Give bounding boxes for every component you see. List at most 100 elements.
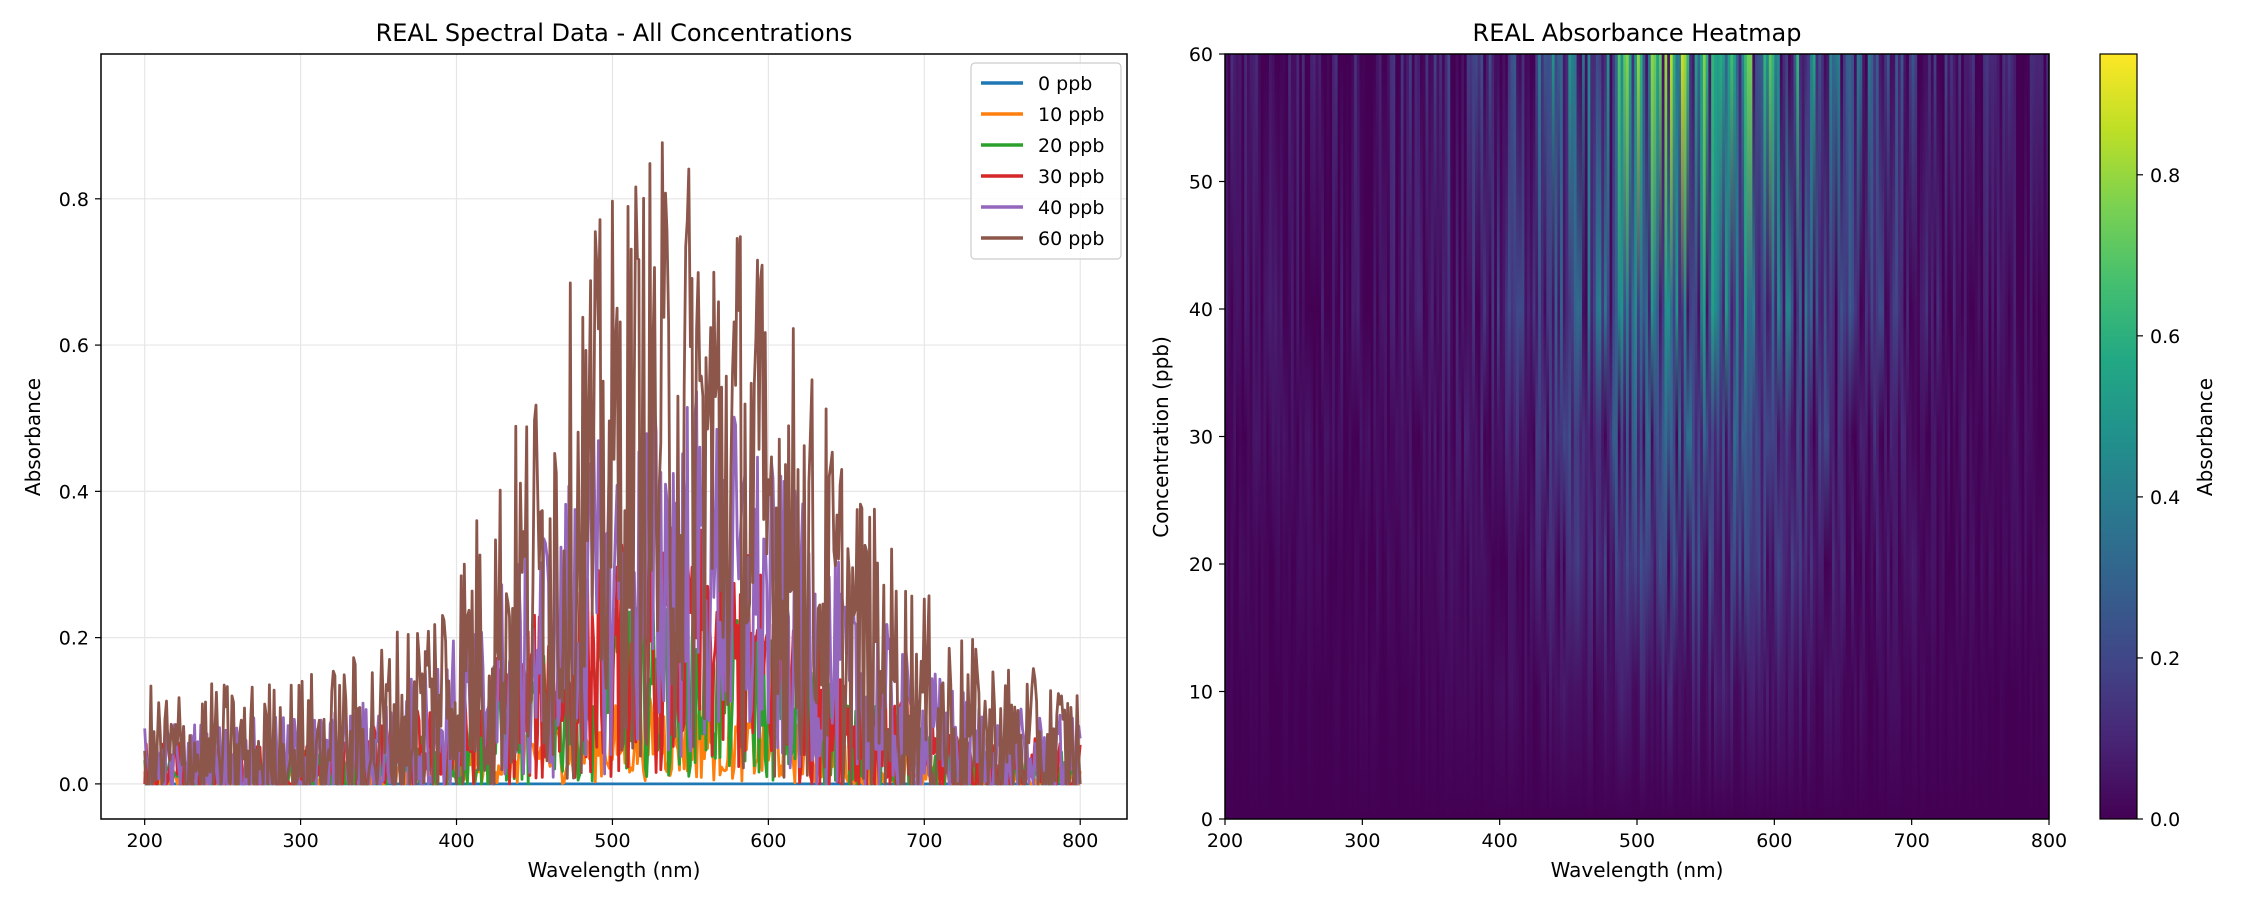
heatmap-column [1238,54,1243,819]
heatmap-column [1930,54,1935,819]
heatmap-column [2010,54,2014,819]
x-tick-label: 800 [1062,830,1098,852]
heatmap-column [1689,54,1693,819]
heatmap-column [1897,54,1902,819]
heatmap-column [1870,54,1874,819]
heatmap-column [1939,54,1943,819]
heatmap-column [1345,54,1350,819]
heatmap-column [1565,54,1569,819]
heatmap-column [1963,54,1968,819]
heatmap-column [1826,54,1830,819]
heatmap-column [1235,54,1240,819]
heatmap-column [1381,54,1385,819]
heatmap-column [1972,54,1976,819]
heatmap-column [1875,54,1880,819]
heatmap-column [2016,54,2020,819]
heatmap-column [1604,54,1608,819]
heatmap-column [1367,54,1372,819]
heatmap-column [1862,54,1866,819]
heatmap-column [2021,54,2025,819]
heatmap-column [1598,54,1602,819]
heatmap-column [1549,54,1553,819]
heatmap-column [1554,54,1558,819]
legend-label: 60 ppb [1038,228,1104,250]
heatmap-column [1944,54,1948,819]
heatmap-column [1925,54,1929,819]
heatmap-column [1669,54,1674,819]
heatmap-column [1716,54,1720,819]
heatmap-column [1584,54,1589,819]
colorbar-tick-label: 0.8 [2150,165,2180,187]
heatmap-column [1777,54,1781,819]
heatmap-column [1263,54,1267,819]
heatmap-column [1444,54,1449,819]
heatmap-column [1312,54,1317,819]
series-line-40-ppb [143,390,1082,786]
heatmap-column [1941,54,1946,819]
heatmap-column [1571,54,1575,819]
heatmap-column [1985,54,1990,819]
heatmap-column [1851,54,1855,819]
heatmap-column [1735,54,1740,819]
heatmap-column [1859,54,1863,819]
legend-label: 20 ppb [1038,135,1104,157]
heatmap-column [1961,54,1965,819]
heatmap-column [1823,54,1828,819]
legend-label: 0 ppb [1038,73,1092,95]
heatmap-column [1719,54,1723,819]
heatmap-column [1439,54,1443,819]
heatmap-column [1645,54,1649,819]
heatmap-column [1461,54,1465,819]
legend-label: 10 ppb [1038,104,1104,126]
heatmap-column [1268,54,1273,819]
heatmap-column [1612,54,1616,819]
heatmap-column [1727,54,1731,819]
x-tick-label: 500 [1619,830,1655,852]
heatmap-column [1664,54,1668,819]
heatmap-column [1988,54,1992,819]
heatmap-column [1529,54,1534,819]
colorbar-label: Absorbance [2193,378,2217,496]
heatmap-column [1653,54,1657,819]
y-tick-label: 60 [1189,44,1213,66]
heatmap-column [1502,54,1506,819]
heatmap-column [1730,54,1734,819]
heatmap-column [1810,54,1814,819]
heatmap-column [1593,54,1597,819]
heatmap-column [1906,54,1910,819]
heatmap-column [1488,54,1493,819]
heatmap-column [1609,54,1613,819]
heatmap-column [1373,54,1377,819]
heatmap-column [1694,54,1699,819]
heatmap-chart: REAL Absorbance Heatmap 200 300 400 500 600 7… [1149,19,2217,882]
heatmap-column [1713,54,1718,819]
heatmap-column [1365,54,1369,819]
heatmap-column [1334,54,1339,819]
heatmap-column [1560,54,1564,819]
heatmap-column [1908,54,1913,819]
heatmap-column [2032,54,2036,819]
heatmap-column [1656,54,1660,819]
heatmap-column [1867,54,1872,819]
heatmap-column [1771,54,1775,819]
heatmap-column [1277,54,1281,819]
heatmap-column [1864,54,1869,819]
heatmap-column [1425,54,1429,819]
heatmap-column [1244,54,1248,819]
heatmap-column [1315,54,1319,819]
heatmap-column [1329,54,1333,819]
heatmap-column [1535,54,1539,819]
heatmap-x-ticks: 200 300 400 500 600 700 800 [1207,819,2067,852]
heatmap-column [1409,54,1413,819]
heatmap-column [2007,54,2012,819]
heatmap-column [1873,54,1877,819]
colorbar-tick-label: 0.0 [2150,809,2180,831]
heatmap-x-label: Wavelength (nm) [1551,858,1724,882]
colorbar-tick-label: 0.2 [2150,648,2180,670]
heatmap-column [1403,54,1407,819]
x-tick-label: 400 [438,830,474,852]
heatmap-column [1477,54,1482,819]
heatmap-column [1538,54,1542,819]
heatmap-column [1708,54,1712,819]
heatmap-column [1557,54,1561,819]
